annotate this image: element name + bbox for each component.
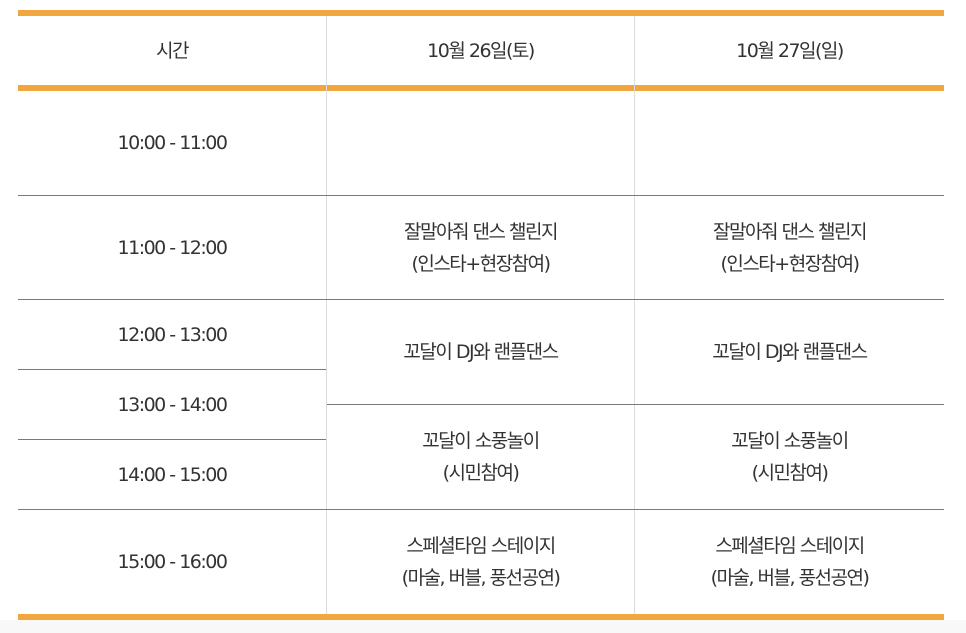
event-title: 스페셜타임 스테이지 [715, 535, 865, 557]
row-divider [327, 404, 944, 405]
header-time-label: 시간 [156, 39, 189, 62]
event-note: (마술, 버블, 풍선공연) [710, 567, 870, 589]
page-footer-bg [0, 620, 966, 633]
time-label: 15:00 - 16:00 [117, 551, 228, 573]
event-title: 꼬달이 DJ와 랜플댄스 [403, 341, 559, 363]
header-day2: 10월 27일(일) [635, 16, 944, 85]
event-title: 잘말아줘 댄스 챌린지 [404, 220, 558, 243]
row-divider [18, 369, 326, 370]
event-note: (시민참여) [751, 462, 829, 484]
time-cell: 15:00 - 16:00 [18, 510, 326, 614]
row-divider [18, 195, 944, 196]
time-cell: 14:00 - 15:00 [18, 440, 326, 509]
time-label: 11:00 - 12:00 [117, 236, 228, 259]
day1-dj-dance: 꼬달이 DJ와 랜플댄스 [327, 300, 634, 404]
event-title: 잘말아줘 댄스 챌린지 [713, 220, 867, 243]
time-label: 13:00 - 14:00 [117, 393, 228, 416]
time-cell: 12:00 - 13:00 [18, 300, 326, 369]
event-title: 꼬달이 소풍놀이 [731, 430, 849, 452]
day2-balloon-play: 꼬달이 소풍놀이 (시민참여) [635, 405, 944, 509]
time-label: 10:00 - 11:00 [117, 132, 228, 154]
event-note: (인스타+현장참여) [411, 252, 551, 275]
time-cell: 13:00 - 14:00 [18, 370, 326, 439]
table-bottom-border [18, 614, 944, 620]
time-label: 14:00 - 15:00 [117, 463, 228, 486]
day1-balloon-play: 꼬달이 소풍놀이 (시민참여) [327, 405, 634, 509]
event-title: 스페셜타임 스테이지 [406, 535, 556, 557]
event-title: 꼬달이 DJ와 랜플댄스 [712, 341, 868, 363]
header-day1-label: 10월 26일(토) [427, 39, 535, 62]
header-day1: 10월 26일(토) [327, 16, 634, 85]
header-time: 시간 [18, 16, 326, 85]
time-label: 12:00 - 13:00 [117, 323, 228, 346]
column-divider [634, 16, 635, 614]
row-divider [18, 509, 944, 510]
day2-special-stage: 스페셜타임 스테이지 (마술, 버블, 풍선공연) [635, 510, 944, 614]
time-cell: 11:00 - 12:00 [18, 196, 326, 299]
time-cell: 10:00 - 11:00 [18, 91, 326, 195]
column-divider [326, 16, 327, 614]
day1-dance-challenge: 잘말아줘 댄스 챌린지 (인스타+현장참여) [327, 196, 634, 299]
row-divider [18, 439, 326, 440]
header-day2-label: 10월 27일(일) [736, 39, 844, 62]
row-divider [18, 299, 944, 300]
day2-dance-challenge: 잘말아줘 댄스 챌린지 (인스타+현장참여) [635, 196, 944, 299]
table-top-border [18, 10, 944, 16]
event-title: 꼬달이 소풍놀이 [422, 430, 540, 452]
event-note: (시민참여) [442, 462, 520, 484]
event-note: (인스타+현장참여) [720, 252, 860, 275]
header-bottom-border [18, 85, 944, 91]
event-note: (마술, 버블, 풍선공연) [401, 567, 561, 589]
day2-dj-dance: 꼬달이 DJ와 랜플댄스 [635, 300, 944, 404]
day1-special-stage: 스페셜타임 스테이지 (마술, 버블, 풍선공연) [327, 510, 634, 614]
